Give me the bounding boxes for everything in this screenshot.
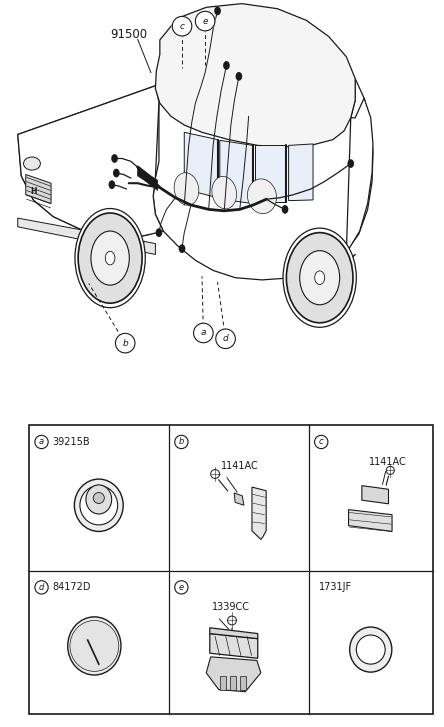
Text: c: c — [179, 22, 185, 31]
Polygon shape — [153, 79, 373, 280]
Text: c: c — [319, 438, 324, 446]
Circle shape — [315, 435, 328, 449]
Ellipse shape — [111, 154, 118, 163]
Polygon shape — [18, 86, 163, 238]
Text: 1339CC: 1339CC — [212, 602, 250, 611]
Ellipse shape — [108, 180, 115, 189]
Ellipse shape — [235, 72, 242, 81]
Polygon shape — [289, 144, 313, 201]
Text: b: b — [123, 339, 128, 348]
Circle shape — [195, 12, 215, 31]
Text: 1731JF: 1731JF — [319, 582, 352, 593]
Ellipse shape — [113, 169, 119, 177]
Polygon shape — [362, 486, 388, 504]
Bar — [239, 676, 246, 689]
Text: H: H — [30, 187, 36, 196]
Ellipse shape — [223, 61, 230, 70]
Polygon shape — [26, 174, 51, 204]
Ellipse shape — [80, 486, 118, 525]
Text: e: e — [179, 583, 184, 592]
Circle shape — [35, 435, 48, 449]
Circle shape — [35, 581, 48, 594]
Text: 84172D: 84172D — [52, 582, 91, 593]
Text: e: e — [202, 17, 208, 25]
Polygon shape — [349, 510, 392, 531]
Ellipse shape — [74, 479, 123, 531]
Polygon shape — [255, 145, 286, 202]
Text: 1141AC: 1141AC — [221, 461, 259, 471]
Ellipse shape — [212, 177, 237, 209]
Polygon shape — [206, 657, 261, 692]
Ellipse shape — [300, 251, 340, 305]
Ellipse shape — [70, 620, 119, 672]
Bar — [230, 676, 236, 689]
Text: d: d — [223, 334, 228, 343]
Ellipse shape — [349, 627, 392, 672]
Ellipse shape — [174, 173, 199, 205]
Text: a: a — [201, 329, 206, 337]
Ellipse shape — [75, 209, 145, 308]
Polygon shape — [18, 218, 155, 254]
Ellipse shape — [347, 159, 354, 168]
Circle shape — [210, 470, 219, 478]
Polygon shape — [155, 4, 355, 147]
Ellipse shape — [93, 493, 104, 503]
Circle shape — [172, 17, 192, 36]
Ellipse shape — [214, 7, 221, 15]
Ellipse shape — [247, 179, 277, 214]
Text: d: d — [39, 583, 44, 592]
Polygon shape — [184, 132, 218, 198]
Circle shape — [227, 616, 236, 625]
Polygon shape — [346, 98, 373, 253]
Ellipse shape — [281, 205, 288, 214]
Bar — [220, 676, 226, 689]
Polygon shape — [138, 166, 158, 190]
Ellipse shape — [78, 213, 142, 303]
Ellipse shape — [67, 616, 121, 675]
Bar — [29, 425, 433, 714]
Text: 1141AC: 1141AC — [369, 457, 406, 467]
Ellipse shape — [286, 233, 353, 323]
Circle shape — [175, 435, 188, 449]
Circle shape — [175, 581, 188, 594]
Text: 91500: 91500 — [110, 28, 147, 41]
Ellipse shape — [91, 231, 129, 285]
Ellipse shape — [315, 271, 325, 284]
Polygon shape — [220, 140, 253, 204]
Circle shape — [115, 334, 135, 353]
Ellipse shape — [178, 244, 185, 253]
Polygon shape — [210, 627, 258, 638]
Polygon shape — [210, 633, 258, 659]
Circle shape — [216, 329, 235, 348]
Polygon shape — [252, 487, 266, 539]
Ellipse shape — [24, 157, 40, 170]
Ellipse shape — [86, 485, 112, 514]
Polygon shape — [234, 493, 244, 505]
Circle shape — [386, 467, 394, 474]
Ellipse shape — [283, 228, 356, 327]
Ellipse shape — [105, 252, 115, 265]
Polygon shape — [18, 86, 159, 238]
Ellipse shape — [155, 228, 162, 237]
Ellipse shape — [356, 635, 385, 664]
Text: 39215B: 39215B — [52, 437, 90, 447]
Text: a: a — [39, 438, 44, 446]
Text: b: b — [178, 438, 184, 446]
Circle shape — [194, 324, 213, 342]
